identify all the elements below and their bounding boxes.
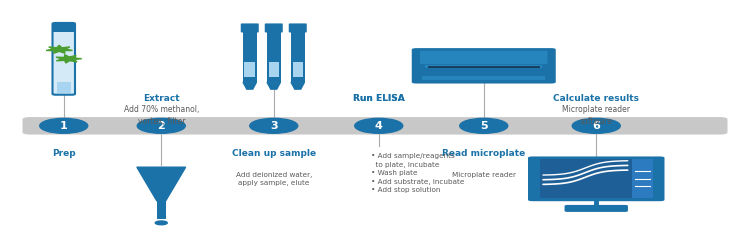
Circle shape (155, 221, 167, 225)
Bar (422, 76, 545, 80)
Bar (267, 32, 280, 82)
Text: Add deionized water,
apply sample, elute: Add deionized water, apply sample, elute (236, 172, 312, 186)
Text: Run ELISA: Run ELISA (352, 94, 405, 103)
Text: Clean up sample: Clean up sample (232, 149, 316, 158)
Polygon shape (136, 167, 186, 201)
Polygon shape (243, 82, 256, 89)
Text: 3: 3 (270, 121, 278, 131)
Bar (425, 65, 542, 68)
Text: 5: 5 (480, 121, 488, 131)
Bar (57, 82, 70, 93)
Text: Microplate reader
software: Microplate reader software (562, 105, 630, 126)
Circle shape (460, 118, 508, 133)
Bar (243, 32, 256, 82)
Text: Microplate reader: Microplate reader (452, 172, 516, 178)
Bar (157, 201, 166, 219)
FancyBboxPatch shape (53, 23, 75, 95)
Polygon shape (267, 82, 280, 89)
Bar (268, 62, 279, 77)
Text: Read microplate: Read microplate (442, 149, 525, 158)
FancyBboxPatch shape (528, 157, 664, 201)
Circle shape (572, 118, 620, 133)
Bar (632, 160, 652, 198)
Polygon shape (56, 55, 82, 63)
Circle shape (137, 118, 185, 133)
Text: Run ELISA: Run ELISA (352, 94, 405, 103)
Bar (244, 62, 255, 77)
FancyBboxPatch shape (22, 117, 728, 135)
Circle shape (250, 118, 298, 133)
FancyBboxPatch shape (420, 51, 548, 64)
Bar (53, 23, 74, 32)
Bar (291, 32, 304, 82)
Text: Calculate results: Calculate results (554, 94, 639, 103)
Text: 2: 2 (158, 121, 165, 131)
FancyBboxPatch shape (412, 48, 556, 84)
FancyBboxPatch shape (565, 205, 628, 212)
Circle shape (355, 118, 403, 133)
FancyBboxPatch shape (241, 23, 259, 33)
Polygon shape (46, 45, 73, 53)
Bar (540, 160, 652, 198)
Text: 4: 4 (375, 121, 382, 131)
Circle shape (40, 118, 88, 133)
Bar (427, 66, 540, 68)
Text: • Add sample/reagents
  to plate, incubate
• Wash plate
• Add substrate, incubat: • Add sample/reagents to plate, incubate… (371, 153, 464, 193)
Text: Extract: Extract (143, 94, 179, 103)
Text: 6: 6 (592, 121, 600, 131)
Bar (292, 62, 303, 77)
Text: 1: 1 (60, 121, 68, 131)
Text: Prep: Prep (52, 149, 76, 158)
FancyBboxPatch shape (289, 23, 307, 33)
Text: Add 70% methanol,
vortex, filter: Add 70% methanol, vortex, filter (124, 105, 199, 126)
Polygon shape (291, 82, 304, 89)
FancyBboxPatch shape (265, 23, 283, 33)
